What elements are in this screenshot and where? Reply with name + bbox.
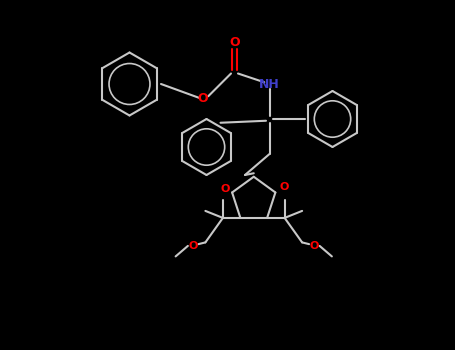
Text: O: O — [188, 241, 198, 251]
Text: O: O — [220, 184, 230, 194]
Text: O: O — [310, 241, 319, 251]
Text: O: O — [197, 91, 208, 105]
Text: O: O — [279, 182, 289, 192]
Text: O: O — [229, 35, 240, 49]
Text: NH: NH — [259, 77, 280, 91]
